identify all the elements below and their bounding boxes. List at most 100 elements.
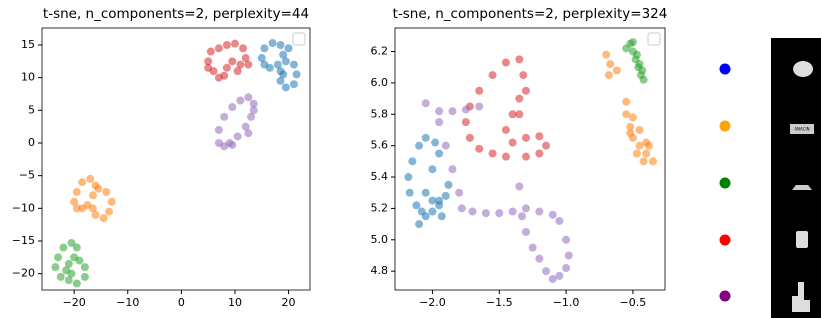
scatter-point <box>638 66 646 74</box>
scatter-point <box>234 132 242 140</box>
plot: t-sne, n_components=2, perplexity=324−2.… <box>371 6 668 309</box>
x-tick-label: 10 <box>228 296 242 309</box>
chart-title: t-sne, n_components=2, perplexity=44 <box>43 6 309 22</box>
scatter-point <box>444 181 452 189</box>
scatter-point <box>613 66 621 74</box>
scatter-point <box>502 153 510 161</box>
scatter-point <box>535 132 543 140</box>
scatter-point <box>282 57 290 65</box>
scatter-point <box>606 60 614 68</box>
scatter-point <box>228 141 236 149</box>
scatter-point <box>522 87 530 95</box>
scatter-point <box>290 61 298 69</box>
scatter-point <box>645 142 653 150</box>
scatter-point <box>622 44 630 52</box>
scatter-point <box>244 61 252 69</box>
scatter-point <box>636 126 644 134</box>
scatter-point <box>81 273 89 281</box>
scatter-point <box>448 165 456 173</box>
y-tick-label: 5.8 <box>371 107 389 120</box>
scatter-point <box>466 134 474 142</box>
scatter-point <box>562 236 570 244</box>
scatter-point <box>435 107 443 115</box>
scatter-point <box>268 39 276 47</box>
scatter-point <box>51 263 59 271</box>
scatter-point <box>293 70 301 78</box>
scatter-point <box>518 212 526 220</box>
scatter-point <box>57 273 65 281</box>
box-label: ANACIN <box>794 127 809 132</box>
scatter-point <box>640 76 648 84</box>
scatter-point <box>428 165 436 173</box>
y-tick-label: 5.2 <box>371 201 389 214</box>
scatter-point <box>515 182 523 190</box>
scatter-point <box>649 157 657 165</box>
scatter-point <box>228 103 236 111</box>
scatter-point <box>54 253 62 261</box>
color-dot <box>720 291 731 302</box>
scatter-point <box>207 48 215 56</box>
scatter-point <box>475 145 483 153</box>
scatter-point <box>223 64 231 72</box>
scatter-point <box>522 153 530 161</box>
scatter-point <box>89 204 97 212</box>
scatter-point <box>542 142 550 150</box>
scatter-point <box>215 126 223 134</box>
x-tick-label: −1.0 <box>553 296 580 309</box>
scatter-point <box>67 270 75 278</box>
color-dot <box>720 235 731 246</box>
scatter-point <box>282 83 290 91</box>
scatter-point <box>565 251 573 259</box>
scatter-point <box>529 244 537 252</box>
y-tick-label: 6.0 <box>371 76 389 89</box>
scatter-point <box>250 106 258 114</box>
cup-icon <box>796 231 808 248</box>
legend-box <box>293 33 305 45</box>
figure: ANACIN t-sne, n_components=2, perplexity… <box>0 0 821 318</box>
scatter-point <box>462 106 470 114</box>
scatter-point <box>605 71 613 79</box>
y-tick-label: −20 <box>12 267 35 280</box>
scatter-point <box>108 198 116 206</box>
scatter-point <box>458 204 466 212</box>
scatter-point <box>431 139 439 147</box>
color-dot <box>720 64 731 75</box>
scatter-point <box>236 97 244 105</box>
scatter-point <box>244 129 252 137</box>
scatter-point <box>522 134 530 142</box>
scatter-point <box>442 192 450 200</box>
scatter-point <box>640 157 648 165</box>
scatter-point <box>422 134 430 142</box>
scatter-point <box>535 150 543 158</box>
scatter-point <box>442 142 450 150</box>
scatter-point <box>448 107 456 115</box>
scatter-point <box>522 228 530 236</box>
chart-title: t-sne, n_components=2, perplexity=324 <box>393 6 668 22</box>
scatter-point <box>231 40 239 48</box>
scatter-point <box>260 61 268 69</box>
scatter-point <box>428 208 436 216</box>
strip-background <box>771 38 821 318</box>
scatter-point <box>73 204 81 212</box>
scatter-point <box>435 118 443 126</box>
scatter-point <box>81 263 89 271</box>
y-tick-label: 10 <box>21 71 35 84</box>
scatter-point <box>285 44 293 52</box>
scatter-point <box>220 113 228 121</box>
scatter-point <box>260 44 268 52</box>
x-tick-label: −10 <box>116 296 139 309</box>
scatter-point <box>100 214 108 222</box>
scatter-point <box>215 74 223 82</box>
scatter-point <box>102 188 110 196</box>
scatter-point <box>404 173 412 181</box>
scatter-point <box>509 139 517 147</box>
scatter-point <box>633 51 641 59</box>
scatter-point <box>239 44 247 52</box>
scatter-point <box>428 197 436 205</box>
scatter-point <box>220 142 228 150</box>
y-tick-label: 5 <box>28 103 35 116</box>
x-tick-label: −20 <box>63 296 86 309</box>
scatter-point <box>475 102 483 110</box>
scatter-point <box>408 157 416 165</box>
scatter-point <box>629 38 637 46</box>
